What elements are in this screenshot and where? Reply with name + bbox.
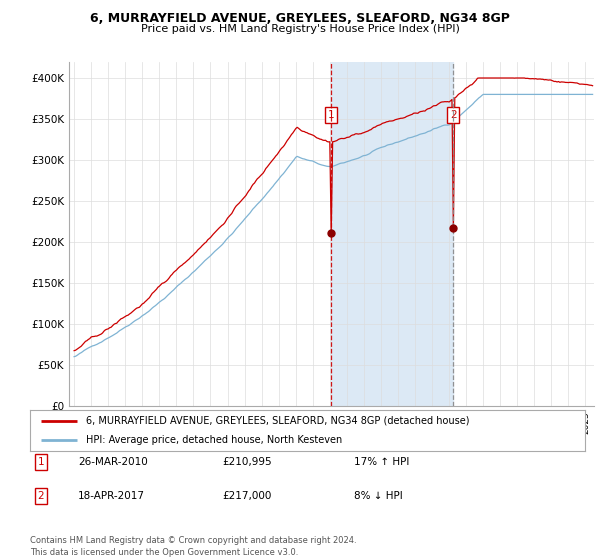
- Text: 8% ↓ HPI: 8% ↓ HPI: [354, 491, 403, 501]
- Text: 6, MURRAYFIELD AVENUE, GREYLEES, SLEAFORD, NG34 8GP (detached house): 6, MURRAYFIELD AVENUE, GREYLEES, SLEAFOR…: [86, 416, 469, 426]
- Text: 1: 1: [328, 110, 335, 120]
- Text: HPI: Average price, detached house, North Kesteven: HPI: Average price, detached house, Nort…: [86, 435, 342, 445]
- Text: 6, MURRAYFIELD AVENUE, GREYLEES, SLEAFORD, NG34 8GP: 6, MURRAYFIELD AVENUE, GREYLEES, SLEAFOR…: [90, 12, 510, 25]
- Bar: [331, 62, 454, 406]
- Text: £217,000: £217,000: [222, 491, 271, 501]
- Text: 17% ↑ HPI: 17% ↑ HPI: [354, 457, 409, 467]
- Text: 2: 2: [450, 110, 457, 120]
- Text: 26-MAR-2010: 26-MAR-2010: [78, 457, 148, 467]
- Text: 18-APR-2017: 18-APR-2017: [78, 491, 145, 501]
- Text: Contains HM Land Registry data © Crown copyright and database right 2024.
This d: Contains HM Land Registry data © Crown c…: [30, 536, 356, 557]
- Text: 2: 2: [37, 491, 44, 501]
- Text: 1: 1: [37, 457, 44, 467]
- Text: Price paid vs. HM Land Registry's House Price Index (HPI): Price paid vs. HM Land Registry's House …: [140, 24, 460, 34]
- Text: £210,995: £210,995: [222, 457, 272, 467]
